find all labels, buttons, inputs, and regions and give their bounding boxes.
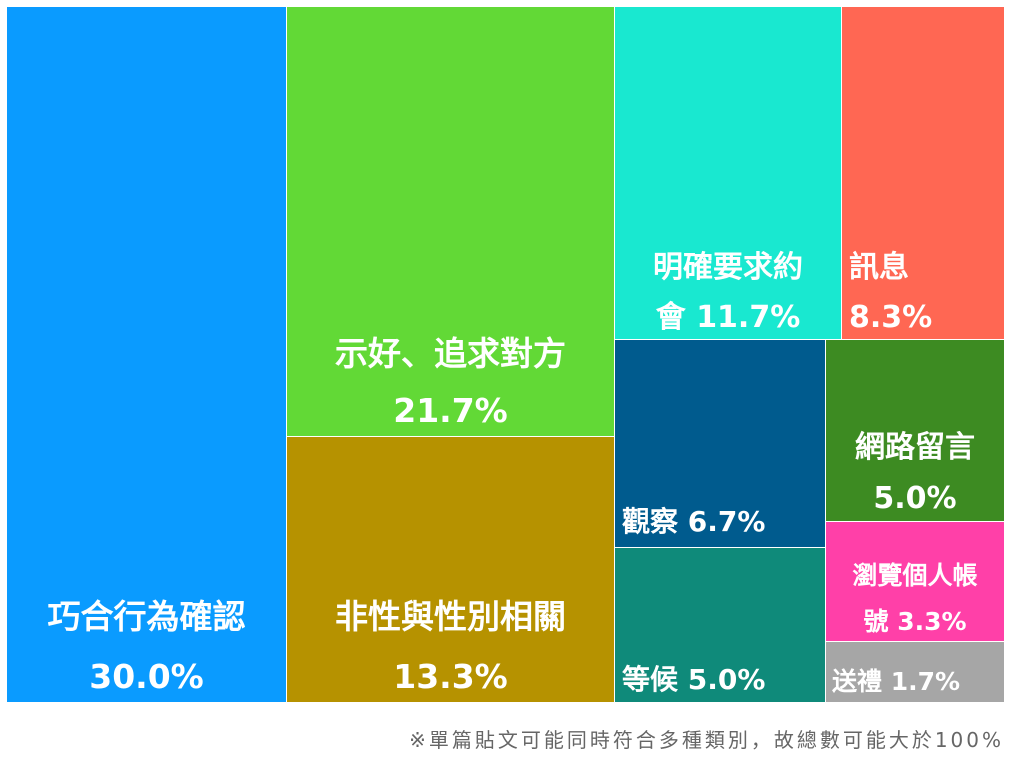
treemap-cell: 等候 5.0% [615, 548, 825, 702]
treemap-cell-rect [615, 340, 825, 547]
treemap-cell: 示好、追求對方 21.7% [287, 7, 614, 436]
treemap-cell-rect [826, 340, 1004, 521]
treemap-label-text: 會 [656, 300, 696, 335]
treemap-label-text: 示好、追求對方 [335, 334, 566, 373]
treemap-cell-label: 瀏覽個人帳 [852, 561, 977, 590]
treemap-cell: 巧合行為確認 30.0% [7, 7, 286, 702]
treemap-cell-label: 送禮 1.7% [832, 667, 960, 696]
treemap-cell: 非性與性別相關 13.3% [287, 437, 614, 702]
treemap-value-label: 13.3% [393, 657, 508, 696]
treemap-cell: 訊息 8.3% [842, 7, 1004, 339]
treemap-value-label: 3.3% [897, 607, 966, 636]
treemap-cell-label: 8.3% [849, 300, 932, 335]
treemap-cell-rect [287, 437, 614, 702]
treemap-cell-rect [826, 522, 1004, 641]
treemap-value-label: 30.0% [89, 657, 204, 696]
treemap-cell-rect [826, 642, 1004, 702]
treemap-label-text: 號 [863, 607, 897, 636]
treemap-cell-label: 30.0% [89, 657, 204, 696]
treemap-label-text: 網路留言 [855, 430, 975, 465]
treemap-cell: 觀察 6.7% [615, 340, 825, 547]
treemap-value-label: 8.3% [849, 300, 932, 335]
treemap-cell-label: 訊息 [849, 250, 909, 285]
treemap-value-label: 21.7% [393, 391, 508, 430]
treemap-cell-label: 巧合行為確認 [48, 597, 246, 636]
treemap-cell-label: 明確要求約 [653, 250, 803, 285]
treemap-cell-label: 等候 5.0% [622, 663, 765, 696]
treemap-cell: 網路留言 5.0% [826, 340, 1004, 521]
treemap-label-text: 明確要求約 [653, 250, 803, 285]
treemap-cell-rect [7, 7, 286, 702]
treemap-cell-label: 5.0% [873, 481, 956, 516]
treemap-value-label: 5.0% [688, 663, 766, 696]
treemap-cell-label: 號 3.3% [863, 607, 966, 636]
treemap-label-text: 等候 [622, 663, 688, 696]
treemap-cell-rect [842, 7, 1004, 339]
treemap-cell-rect [615, 7, 841, 339]
treemap-label-text: 訊息 [849, 250, 909, 285]
treemap-label-text: 巧合行為確認 [48, 597, 246, 636]
treemap-cell-rect [615, 548, 825, 702]
treemap-value-label: 1.7% [891, 667, 960, 696]
treemap-cell-label: 21.7% [393, 391, 508, 430]
treemap-cell-label: 13.3% [393, 657, 508, 696]
treemap-cell-label: 觀察 6.7% [622, 505, 765, 538]
treemap-cell-rect [287, 7, 614, 436]
treemap-cell-label: 網路留言 [855, 430, 975, 465]
treemap-cell: 送禮 1.7% [826, 642, 1004, 702]
treemap-label-text: 送禮 [832, 667, 891, 696]
treemap-label-text: 瀏覽個人帳 [852, 561, 977, 590]
treemap-label-text: 非性與性別相關 [335, 597, 566, 636]
treemap-cell-label: 會 11.7% [656, 300, 801, 335]
treemap-value-label: 5.0% [873, 481, 956, 516]
treemap-value-label: 11.7% [696, 300, 800, 335]
footnote: ※單篇貼文可能同時符合多種類別，故總數可能大於100% [409, 728, 1004, 752]
treemap-cell-label: 示好、追求對方 [335, 334, 566, 373]
treemap-cell-label: 非性與性別相關 [335, 597, 566, 636]
treemap-label-text: 觀察 [622, 505, 688, 538]
treemap-value-label: 6.7% [688, 505, 766, 538]
